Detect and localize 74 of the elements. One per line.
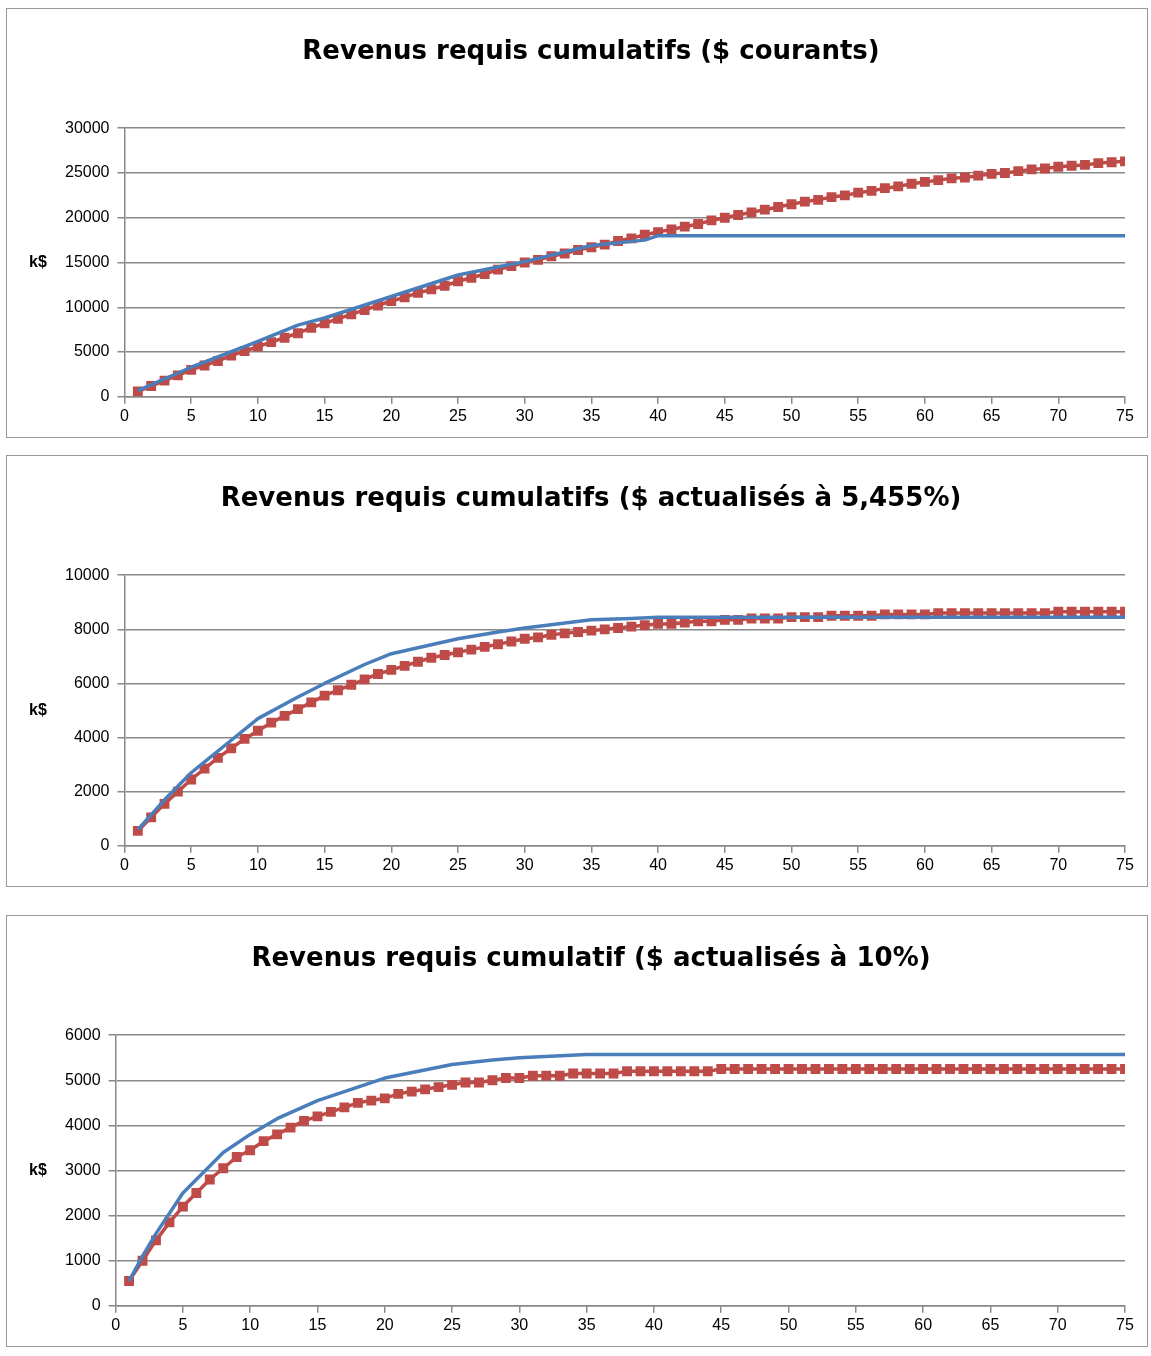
x-tick-label: 30 bbox=[515, 406, 534, 424]
x-tick-label: 35 bbox=[582, 406, 601, 424]
x-tick-label: 15 bbox=[308, 1315, 327, 1333]
y-tick-label: 6000 bbox=[65, 1025, 101, 1043]
y-tick-label: 30000 bbox=[64, 118, 110, 136]
chart-title: Revenus requis cumulatif ($ actualisés à 10%) bbox=[251, 942, 931, 973]
x-tick-label: 40 bbox=[649, 406, 668, 424]
x-tick-label: 60 bbox=[914, 1315, 933, 1333]
x-tick-label: 25 bbox=[449, 855, 467, 873]
chart-title: Revenus requis cumulatifs ($ actualisés à 5,455%) bbox=[220, 482, 962, 513]
y-axis-title: k$ bbox=[29, 252, 47, 270]
x-tick-label: 20 bbox=[382, 406, 401, 424]
y-tick-label: 10000 bbox=[64, 297, 110, 315]
x-tick-label: 75 bbox=[1116, 1315, 1134, 1333]
x-tick-label: 65 bbox=[982, 406, 1001, 424]
x-tick-label: 30 bbox=[515, 855, 534, 873]
y-tick-label: 0 bbox=[100, 836, 110, 854]
x-tick-label: 55 bbox=[849, 406, 868, 424]
y-tick-label: 20000 bbox=[64, 208, 110, 226]
x-tick-label: 10 bbox=[241, 1315, 260, 1333]
x-tick-label: 75 bbox=[1116, 855, 1134, 873]
x-tick-label: 5 bbox=[178, 1315, 188, 1333]
x-tick-label: 65 bbox=[982, 855, 1001, 873]
x-tick-label: 10 bbox=[248, 855, 267, 873]
y-tick-label: 5000 bbox=[65, 1070, 101, 1088]
x-tick-label: 70 bbox=[1049, 855, 1068, 873]
y-tick-label: 4000 bbox=[73, 727, 110, 745]
y-tick-label: 15000 bbox=[64, 252, 110, 270]
x-tick-label: 15 bbox=[315, 406, 334, 424]
x-tick-label: 50 bbox=[782, 406, 801, 424]
x-tick-label: 50 bbox=[779, 1315, 798, 1333]
x-tick-label: 70 bbox=[1048, 1315, 1067, 1333]
y-tick-label: 2000 bbox=[65, 1206, 101, 1224]
x-tick-label: 55 bbox=[849, 855, 868, 873]
x-tick-label: 35 bbox=[582, 855, 601, 873]
x-tick-label: 0 bbox=[120, 855, 130, 873]
x-tick-label: 0 bbox=[120, 406, 130, 424]
y-axis-title: k$ bbox=[29, 1160, 47, 1178]
x-tick-label: 60 bbox=[916, 406, 934, 424]
x-tick-label: 15 bbox=[315, 855, 334, 873]
x-tick-label: 40 bbox=[649, 855, 668, 873]
x-tick-label: 45 bbox=[715, 406, 734, 424]
x-tick-label: 60 bbox=[916, 855, 934, 873]
x-tick-label: 55 bbox=[846, 1315, 865, 1333]
y-tick-label: 0 bbox=[100, 387, 110, 405]
x-tick-label: 75 bbox=[1116, 406, 1134, 424]
y-axis-title: k$ bbox=[29, 700, 47, 718]
x-tick-label: 10 bbox=[248, 406, 267, 424]
x-tick-label: 45 bbox=[715, 855, 734, 873]
y-tick-label: 1000 bbox=[65, 1251, 101, 1269]
chart-title: Revenus requis cumulatifs ($ courants) bbox=[302, 35, 880, 66]
x-tick-label: 65 bbox=[981, 1315, 1000, 1333]
x-tick-label: 45 bbox=[712, 1315, 731, 1333]
x-tick-label: 35 bbox=[577, 1315, 596, 1333]
x-tick-label: 30 bbox=[510, 1315, 529, 1333]
y-tick-label: 5000 bbox=[73, 342, 110, 360]
x-tick-label: 0 bbox=[111, 1315, 121, 1333]
x-tick-label: 70 bbox=[1049, 406, 1068, 424]
x-tick-label: 25 bbox=[443, 1315, 462, 1333]
x-tick-label: 25 bbox=[449, 406, 467, 424]
x-tick-label: 5 bbox=[186, 855, 196, 873]
y-tick-label: 2000 bbox=[73, 782, 110, 800]
y-tick-label: 25000 bbox=[64, 163, 110, 181]
y-tick-label: 10000 bbox=[64, 565, 110, 583]
y-tick-label: 4000 bbox=[65, 1115, 101, 1133]
y-tick-label: 8000 bbox=[73, 619, 110, 637]
y-tick-label: 3000 bbox=[65, 1160, 101, 1178]
x-tick-label: 5 bbox=[186, 406, 196, 424]
y-tick-label: 0 bbox=[91, 1296, 101, 1314]
y-tick-label: 6000 bbox=[73, 673, 110, 691]
x-tick-label: 40 bbox=[645, 1315, 663, 1333]
x-tick-label: 50 bbox=[782, 855, 801, 873]
x-tick-label: 20 bbox=[375, 1315, 394, 1333]
x-tick-label: 20 bbox=[382, 855, 401, 873]
